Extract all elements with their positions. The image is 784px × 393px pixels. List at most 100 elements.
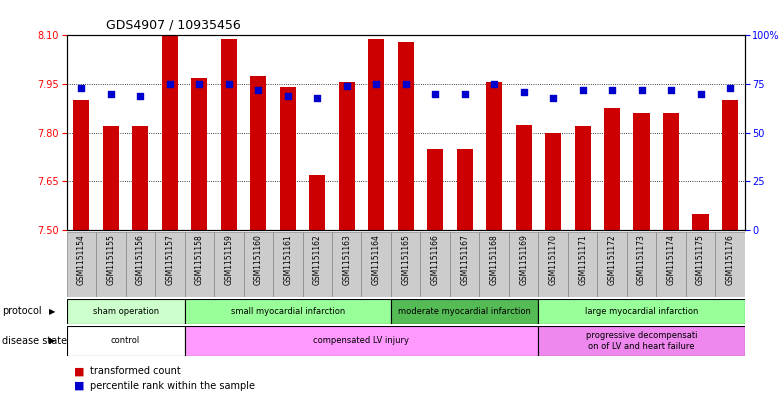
Point [576,87,589,93]
FancyBboxPatch shape [597,232,627,297]
Point [429,90,441,97]
Text: ▶: ▶ [49,336,56,345]
Bar [339,83,355,230]
Point [252,87,264,93]
Text: control: control [111,336,140,345]
Bar [545,132,561,230]
Text: GSM1151160: GSM1151160 [254,235,263,285]
Point [311,94,324,101]
Bar [692,214,709,230]
FancyBboxPatch shape [539,299,745,324]
FancyBboxPatch shape [686,232,715,297]
Text: GSM1151174: GSM1151174 [666,235,676,285]
Text: GSM1151173: GSM1151173 [637,235,646,285]
Text: ▶: ▶ [49,307,56,316]
Bar [663,113,679,230]
FancyBboxPatch shape [67,232,96,297]
Point [459,90,471,97]
Bar [162,35,178,230]
Bar [456,149,473,230]
Text: GSM1151171: GSM1151171 [578,235,587,285]
Text: GSM1151169: GSM1151169 [519,235,528,285]
FancyBboxPatch shape [715,232,745,297]
Text: protocol: protocol [2,307,42,316]
Bar [191,77,208,230]
FancyBboxPatch shape [509,232,539,297]
Text: percentile rank within the sample: percentile rank within the sample [90,381,255,391]
Bar [309,175,325,230]
Point [695,90,707,97]
FancyBboxPatch shape [273,232,303,297]
Bar [486,83,503,230]
Text: disease state: disease state [2,336,67,346]
Bar [633,113,650,230]
Text: GSM1151161: GSM1151161 [283,235,292,285]
FancyBboxPatch shape [450,232,480,297]
Point [223,81,235,87]
Text: progressive decompensati
on of LV and heart failure: progressive decompensati on of LV and he… [586,331,697,351]
Point [547,94,560,101]
FancyBboxPatch shape [184,299,391,324]
FancyBboxPatch shape [184,232,214,297]
Text: GSM1151162: GSM1151162 [313,235,321,285]
Point [104,90,117,97]
Text: GSM1151167: GSM1151167 [460,235,469,285]
Text: GSM1151166: GSM1151166 [430,235,440,285]
FancyBboxPatch shape [539,232,568,297]
Point [370,81,383,87]
Bar [221,39,237,230]
FancyBboxPatch shape [656,232,686,297]
Text: GSM1151172: GSM1151172 [608,235,617,285]
FancyBboxPatch shape [539,326,745,356]
FancyBboxPatch shape [67,326,184,356]
Text: GSM1151154: GSM1151154 [77,235,86,285]
Bar [132,126,148,230]
Bar [397,42,414,230]
Bar [368,39,384,230]
FancyBboxPatch shape [361,232,391,297]
Point [665,87,677,93]
Bar [103,126,119,230]
Point [134,92,147,99]
FancyBboxPatch shape [244,232,273,297]
Point [724,85,736,91]
FancyBboxPatch shape [391,232,420,297]
Bar [575,126,590,230]
Text: GSM1151165: GSM1151165 [401,235,410,285]
Point [340,83,353,89]
Text: large myocardial infarction: large myocardial infarction [585,307,699,316]
Text: sham operation: sham operation [93,307,158,316]
Text: small myocardial infarction: small myocardial infarction [230,307,345,316]
Point [606,87,619,93]
FancyBboxPatch shape [480,232,509,297]
Text: ■: ■ [74,366,85,376]
Bar [722,100,739,230]
Text: GSM1151163: GSM1151163 [343,235,351,285]
Bar [73,100,89,230]
Text: GSM1151164: GSM1151164 [372,235,381,285]
Bar [516,125,532,230]
FancyBboxPatch shape [125,232,155,297]
Point [635,87,648,93]
Point [517,89,530,95]
Text: GSM1151157: GSM1151157 [165,235,174,285]
Text: ■: ■ [74,381,85,391]
Bar [604,108,620,230]
Text: GSM1151175: GSM1151175 [696,235,705,285]
Text: transformed count: transformed count [90,366,181,376]
FancyBboxPatch shape [214,232,244,297]
Text: GSM1151159: GSM1151159 [224,235,234,285]
Point [164,81,176,87]
FancyBboxPatch shape [303,232,332,297]
Text: GSM1151176: GSM1151176 [725,235,735,285]
Point [399,81,412,87]
FancyBboxPatch shape [568,232,597,297]
Text: GSM1151155: GSM1151155 [107,235,115,285]
Bar [427,149,443,230]
FancyBboxPatch shape [332,232,361,297]
FancyBboxPatch shape [420,232,450,297]
FancyBboxPatch shape [67,299,184,324]
Text: GSM1151156: GSM1151156 [136,235,145,285]
Point [488,81,500,87]
Point [281,92,294,99]
